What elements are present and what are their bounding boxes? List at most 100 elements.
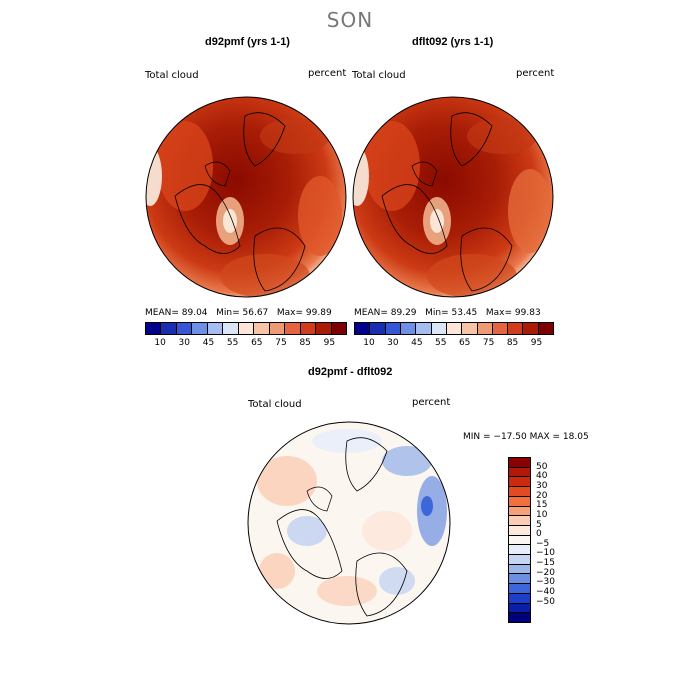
diff-colorbar-label: 40 — [536, 471, 548, 482]
panel2-colorbar-ticks: 10 30 45 55 65 75 85 95 — [354, 338, 552, 350]
colorbar-tick-label: 45 — [202, 338, 215, 348]
diff-var-label: Total cloud — [248, 399, 302, 410]
diff-colorbar-label: 15 — [536, 500, 548, 511]
diff-colorbar-label: 5 — [536, 519, 542, 530]
diff-colorbar-label: −30 — [536, 577, 555, 588]
colorbar-swatch — [507, 323, 523, 334]
diff-colorbar-swatch — [509, 495, 530, 506]
diff-colorbar-swatch — [509, 544, 530, 555]
colorbar-tick-label: 75 — [482, 338, 495, 348]
diff-colorbar-swatch — [509, 524, 530, 535]
colorbar-swatch — [522, 323, 538, 334]
diff-title: d92pmf - dflt092 — [308, 366, 393, 378]
diff-colorbar-label: 50 — [536, 461, 548, 472]
diff-map — [247, 421, 451, 625]
colorbar-swatch — [206, 323, 223, 334]
colorbar-swatch — [491, 323, 508, 334]
panel1-colorbar-ticks: 10 30 45 55 65 75 85 95 — [145, 338, 345, 350]
panel2-mean: 89.29 — [390, 308, 417, 318]
panel2-min: 53.45 — [451, 308, 478, 318]
colorbar-swatch — [355, 323, 370, 334]
panel2-unit-label: percent — [516, 68, 555, 79]
colorbar-swatch — [146, 323, 161, 334]
colorbar-tick-label: 55 — [226, 338, 239, 348]
colorbar-swatch — [315, 323, 331, 334]
panel2-colorbar — [354, 322, 554, 335]
panel1-mean: 89.04 — [181, 308, 208, 318]
colorbar-swatch — [537, 323, 554, 334]
diff-colorbar-label: −40 — [536, 587, 555, 598]
colorbar-swatch — [175, 323, 192, 334]
colorbar-swatch — [415, 323, 431, 334]
diff-colorbar-swatch — [509, 458, 530, 467]
diff-unit-label: percent — [412, 397, 451, 408]
diff-colorbar-swatch — [509, 592, 530, 603]
panel1-max: 99.89 — [305, 308, 332, 318]
panel2-title: dflt092 (yrs 1-1) — [412, 36, 494, 48]
diff-range-text: MIN = −17.50 MAX = 18.05 — [463, 432, 589, 442]
diff-colorbar-label: −15 — [536, 558, 555, 569]
diff-colorbar-swatch — [509, 505, 530, 516]
colorbar-swatch — [461, 323, 477, 334]
colorbar-tick-label: 10 — [154, 338, 166, 348]
panel2-map — [352, 96, 554, 298]
diff-colorbar-swatch — [509, 466, 530, 477]
colorbar-swatch — [253, 323, 269, 334]
diff-colorbar-swatch — [509, 534, 530, 545]
colorbar-swatch — [268, 323, 285, 334]
diff-colorbar-swatch — [509, 486, 530, 496]
colorbar-tick-label: 85 — [299, 338, 311, 348]
diff-colorbar-swatch — [509, 554, 530, 564]
panel2-stats: MEAN= 89.29 Min= 53.45 Max= 99.83 — [354, 308, 541, 318]
season-title: SON — [326, 8, 374, 32]
diff-colorbar-label: 0 — [536, 529, 542, 540]
panel2-var-label: Total cloud — [352, 70, 406, 81]
colorbar-swatch — [445, 323, 462, 334]
diff-colorbar-label: 20 — [536, 490, 548, 501]
colorbar-tick-label: 95 — [530, 338, 543, 348]
colorbar-swatch — [160, 323, 176, 334]
panel2-max: 99.83 — [514, 308, 541, 318]
colorbar-swatch — [237, 323, 254, 334]
diff-colorbar-swatch — [509, 573, 530, 584]
colorbar-tick-label: 10 — [363, 338, 375, 348]
diff-colorbar-swatch — [509, 583, 530, 593]
diff-colorbar-label: 30 — [536, 480, 548, 491]
colorbar-swatch — [330, 323, 347, 334]
colorbar-tick-label: 75 — [275, 338, 287, 348]
panel1-min: 56.67 — [242, 308, 269, 318]
diff-colorbar-label: −20 — [536, 567, 555, 578]
diff-colorbar-label: 10 — [536, 509, 548, 520]
panel1-colorbar — [145, 322, 347, 335]
panel1-map — [145, 96, 347, 298]
colorbar-swatch — [299, 323, 316, 334]
panel1-var-label: Total cloud — [145, 70, 199, 81]
colorbar-tick-label: 55 — [435, 338, 447, 348]
colorbar-swatch — [430, 323, 446, 334]
colorbar-tick-label: 45 — [411, 338, 423, 348]
colorbar-tick-label: 30 — [178, 338, 190, 348]
colorbar-tick-label: 65 — [458, 338, 471, 348]
colorbar-tick-label: 65 — [251, 338, 263, 348]
diff-colorbar-label: −5 — [536, 538, 550, 549]
diff-colorbar-label: −10 — [536, 548, 555, 559]
colorbar-swatch — [369, 323, 385, 334]
diff-colorbar-label: −50 — [536, 596, 555, 607]
colorbar-tick-label: 95 — [323, 338, 336, 348]
colorbar-swatch — [384, 323, 400, 334]
colorbar-tick-label: 85 — [506, 338, 519, 348]
diff-colorbar-swatch — [509, 563, 530, 574]
colorbar-swatch — [222, 323, 238, 334]
colorbar-swatch — [284, 323, 300, 334]
colorbar-swatch — [476, 323, 492, 334]
panel1-unit-label: percent — [308, 68, 347, 79]
panel1-stats: MEAN= 89.04 Min= 56.67 Max= 99.89 — [145, 308, 332, 318]
diff-colorbar-swatch — [509, 602, 530, 613]
colorbar-tick-label: 30 — [387, 338, 399, 348]
diff-colorbar-swatch — [509, 515, 530, 525]
colorbar-swatch — [191, 323, 207, 334]
colorbar-swatch — [399, 323, 416, 334]
panel1-title: d92pmf (yrs 1-1) — [205, 36, 290, 48]
diff-colorbar-swatch — [509, 612, 530, 622]
diff-colorbar-swatch — [509, 476, 530, 487]
